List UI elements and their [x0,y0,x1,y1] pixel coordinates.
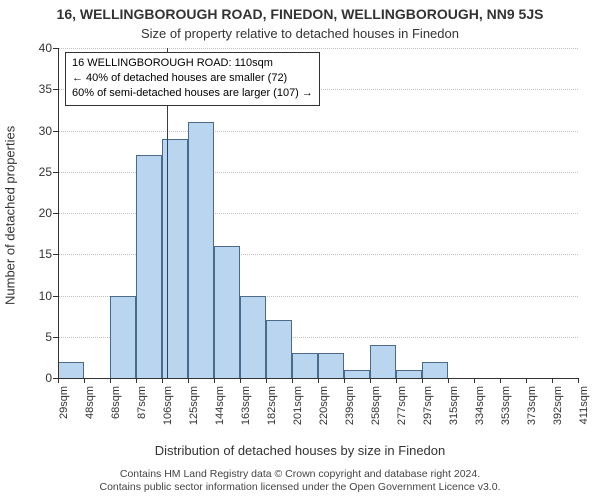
credits-line-1: Contains HM Land Registry data © Crown c… [0,468,600,481]
y-tick-label: 40 [24,41,52,55]
y-tick-label: 15 [24,247,52,261]
x-tick-label: 201sqm [292,386,304,446]
credits: Contains HM Land Registry data © Crown c… [0,468,600,494]
x-axis [58,378,578,379]
grid-line [58,48,578,49]
histogram-bar [370,345,396,378]
y-tick-label: 30 [24,124,52,138]
x-tick-mark [578,378,579,383]
x-tick-label: 106sqm [162,386,174,446]
histogram-bar [240,296,266,379]
histogram-bar [188,122,214,378]
y-tick-label: 10 [24,289,52,303]
histogram-bar [344,370,370,378]
grid-line [58,131,578,132]
histogram-bar [58,362,84,379]
histogram-bar [214,246,240,378]
credits-line-2: Contains public sector information licen… [0,481,600,494]
x-tick-label: 48sqm [84,386,96,446]
y-axis-label: Number of detached properties [3,126,18,305]
chart-subtitle: Size of property relative to detached ho… [0,26,600,41]
x-tick-label: 315sqm [448,386,460,446]
y-tick-label: 20 [24,206,52,220]
x-tick-label: 163sqm [240,386,252,446]
y-tick-label: 25 [24,165,52,179]
x-tick-label: 392sqm [552,386,564,446]
x-tick-label: 182sqm [266,386,278,446]
x-tick-label: 334sqm [474,386,486,446]
annotation-line-3: 60% of semi-detached houses are larger (… [72,86,313,101]
histogram-bar [396,370,422,378]
y-tick-label: 0 [24,371,52,385]
y-axis [58,48,59,378]
annotation-box: 16 WELLINGBOROUGH ROAD: 110sqm ← 40% of … [65,52,320,106]
histogram-bar [422,362,448,379]
histogram-bar [266,320,292,378]
annotation-line-1: 16 WELLINGBOROUGH ROAD: 110sqm [72,56,313,71]
x-tick-label: 144sqm [214,386,226,446]
chart-title: 16, WELLINGBOROUGH ROAD, FINEDON, WELLIN… [0,6,600,22]
x-tick-label: 373sqm [526,386,538,446]
x-tick-label: 68sqm [110,386,122,446]
x-tick-label: 220sqm [318,386,330,446]
x-axis-label: Distribution of detached houses by size … [0,443,600,458]
x-tick-label: 258sqm [370,386,382,446]
x-tick-label: 297sqm [422,386,434,446]
histogram-bar [136,155,162,378]
annotation-line-2: ← 40% of detached houses are smaller (72… [72,71,313,86]
x-tick-label: 87sqm [136,386,148,446]
histogram-bar [110,296,136,379]
histogram-bar [318,353,344,378]
y-tick-label: 5 [24,330,52,344]
x-tick-label: 353sqm [500,386,512,446]
x-tick-label: 29sqm [58,386,70,446]
x-tick-label: 277sqm [396,386,408,446]
x-tick-label: 239sqm [344,386,356,446]
y-tick-label: 35 [24,82,52,96]
histogram-bar [162,139,188,378]
x-tick-label: 411sqm [578,386,590,446]
x-tick-label: 125sqm [188,386,200,446]
histogram-bar [292,353,318,378]
